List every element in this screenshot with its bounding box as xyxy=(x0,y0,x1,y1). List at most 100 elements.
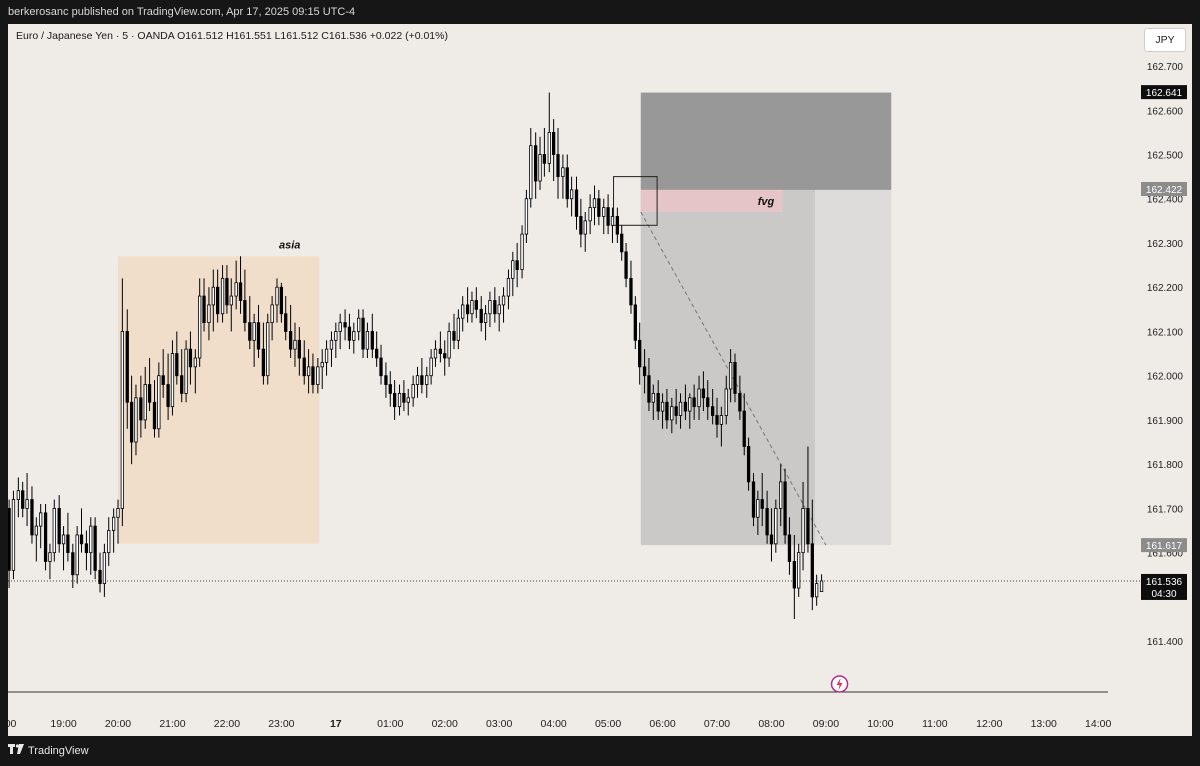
candle-body xyxy=(556,154,560,178)
candle-body xyxy=(61,534,66,545)
y-tick-label: 162.200 xyxy=(1147,283,1184,294)
chart-area[interactable]: asia fvg 162.700 162.600 162.500 162.400 162.3… xyxy=(8,24,1192,736)
price-label-box xyxy=(1141,182,1187,197)
candle-body xyxy=(683,401,688,412)
candle-body xyxy=(602,207,606,217)
x-tick-label: 12:00 xyxy=(976,718,1002,730)
candle-body xyxy=(724,388,728,416)
price-label-sub: 04:30 xyxy=(1151,589,1176,600)
price-label-box xyxy=(1141,85,1187,100)
currency-button[interactable]: JPY xyxy=(1144,28,1186,52)
x-tick-label: 20:00 xyxy=(105,718,131,730)
candle-body xyxy=(216,286,220,315)
x-tick-label: 22:00 xyxy=(214,718,240,730)
zone-discount xyxy=(640,189,816,546)
x-tick-label: 06:00 xyxy=(649,718,675,730)
x-tick-label: 11:00 xyxy=(922,718,948,730)
candle-body xyxy=(819,580,824,592)
candle-body xyxy=(497,304,501,315)
candle-body xyxy=(806,508,810,545)
candle-body xyxy=(474,300,478,310)
candle-body xyxy=(166,384,170,408)
candle-body xyxy=(248,322,252,341)
candle-body xyxy=(751,481,756,518)
candle-body xyxy=(588,207,592,222)
candle-body xyxy=(738,392,742,412)
candle-body xyxy=(57,508,61,545)
candle-body xyxy=(188,348,193,368)
candle-body xyxy=(415,375,420,385)
symbol-legend: Euro / Japanese Yen · 5 · OANDA O161.512… xyxy=(16,30,448,42)
publish-line: berkerosanc published on TradingView.com… xyxy=(8,6,356,18)
x-tick-label: 19:00 xyxy=(50,718,76,730)
y-tick-label: 162.300 xyxy=(1147,239,1184,250)
candle-body xyxy=(21,490,25,509)
candle-body xyxy=(379,357,383,377)
candle-body xyxy=(139,397,143,421)
candle-body xyxy=(71,552,75,576)
candle-body xyxy=(647,375,651,403)
candle-body xyxy=(161,375,165,385)
candle-body xyxy=(501,295,506,306)
candle-body xyxy=(447,331,451,359)
candle-body xyxy=(456,317,460,341)
x-tick-label: 03:00 xyxy=(486,718,512,730)
candle-body xyxy=(270,304,274,324)
y-tick-label: 161.700 xyxy=(1147,504,1184,515)
candle-body xyxy=(324,348,329,363)
candle-body xyxy=(406,397,410,403)
candle-body xyxy=(765,508,769,536)
candle-body xyxy=(701,388,706,399)
candle-body xyxy=(574,189,579,217)
candle-body xyxy=(34,525,38,536)
candle-body xyxy=(678,401,683,416)
zone-label-asia: asia xyxy=(279,239,300,251)
candle-body xyxy=(229,295,233,306)
candle-body xyxy=(297,339,301,359)
candle-body xyxy=(120,331,124,509)
x-tick-label: 13:00 xyxy=(1031,718,1057,730)
candle-body xyxy=(302,357,306,377)
candle-body xyxy=(629,277,633,306)
zone-label-fvg: fvg xyxy=(758,196,775,208)
candle-body xyxy=(361,317,365,350)
candle-body xyxy=(779,481,783,509)
candle-body xyxy=(175,353,179,377)
candle-body xyxy=(433,348,438,359)
candle-body xyxy=(670,406,674,421)
brand[interactable]: TradingView xyxy=(8,744,89,757)
candle-body xyxy=(520,233,524,270)
candle-body xyxy=(488,300,492,315)
price-label: 161.536 xyxy=(1146,577,1183,588)
candlestick-chart[interactable]: asia fvg 162.700 162.600 162.500 162.400 162.3… xyxy=(8,24,1192,736)
candle-body xyxy=(89,525,93,554)
candle-body xyxy=(438,348,443,354)
candle-body xyxy=(93,525,97,571)
candle-body xyxy=(420,375,424,385)
candle-body xyxy=(620,233,624,253)
candle-body xyxy=(11,499,16,571)
candle-body xyxy=(184,348,188,394)
candle-body xyxy=(534,145,538,182)
y-tick-label: 161.600 xyxy=(1147,549,1184,560)
candle-body xyxy=(733,362,737,394)
zone-fvg xyxy=(640,189,783,213)
candle-body xyxy=(583,220,587,235)
candle-body xyxy=(787,534,792,562)
candle-body xyxy=(515,260,519,270)
candle-body xyxy=(552,131,556,155)
candle-body xyxy=(284,313,288,332)
candle-body xyxy=(243,300,247,324)
y-tick-label: 162.100 xyxy=(1147,327,1184,338)
candle-body xyxy=(39,512,43,527)
candle-body xyxy=(692,397,696,408)
candle-body xyxy=(16,490,20,500)
candle-body xyxy=(592,198,597,208)
candle-body xyxy=(797,552,801,589)
candle-body xyxy=(742,410,746,447)
zone-premium xyxy=(640,92,892,190)
candle-body xyxy=(660,401,665,412)
candle-body xyxy=(783,481,787,536)
candle-body xyxy=(746,446,751,483)
candle-body xyxy=(157,375,161,430)
